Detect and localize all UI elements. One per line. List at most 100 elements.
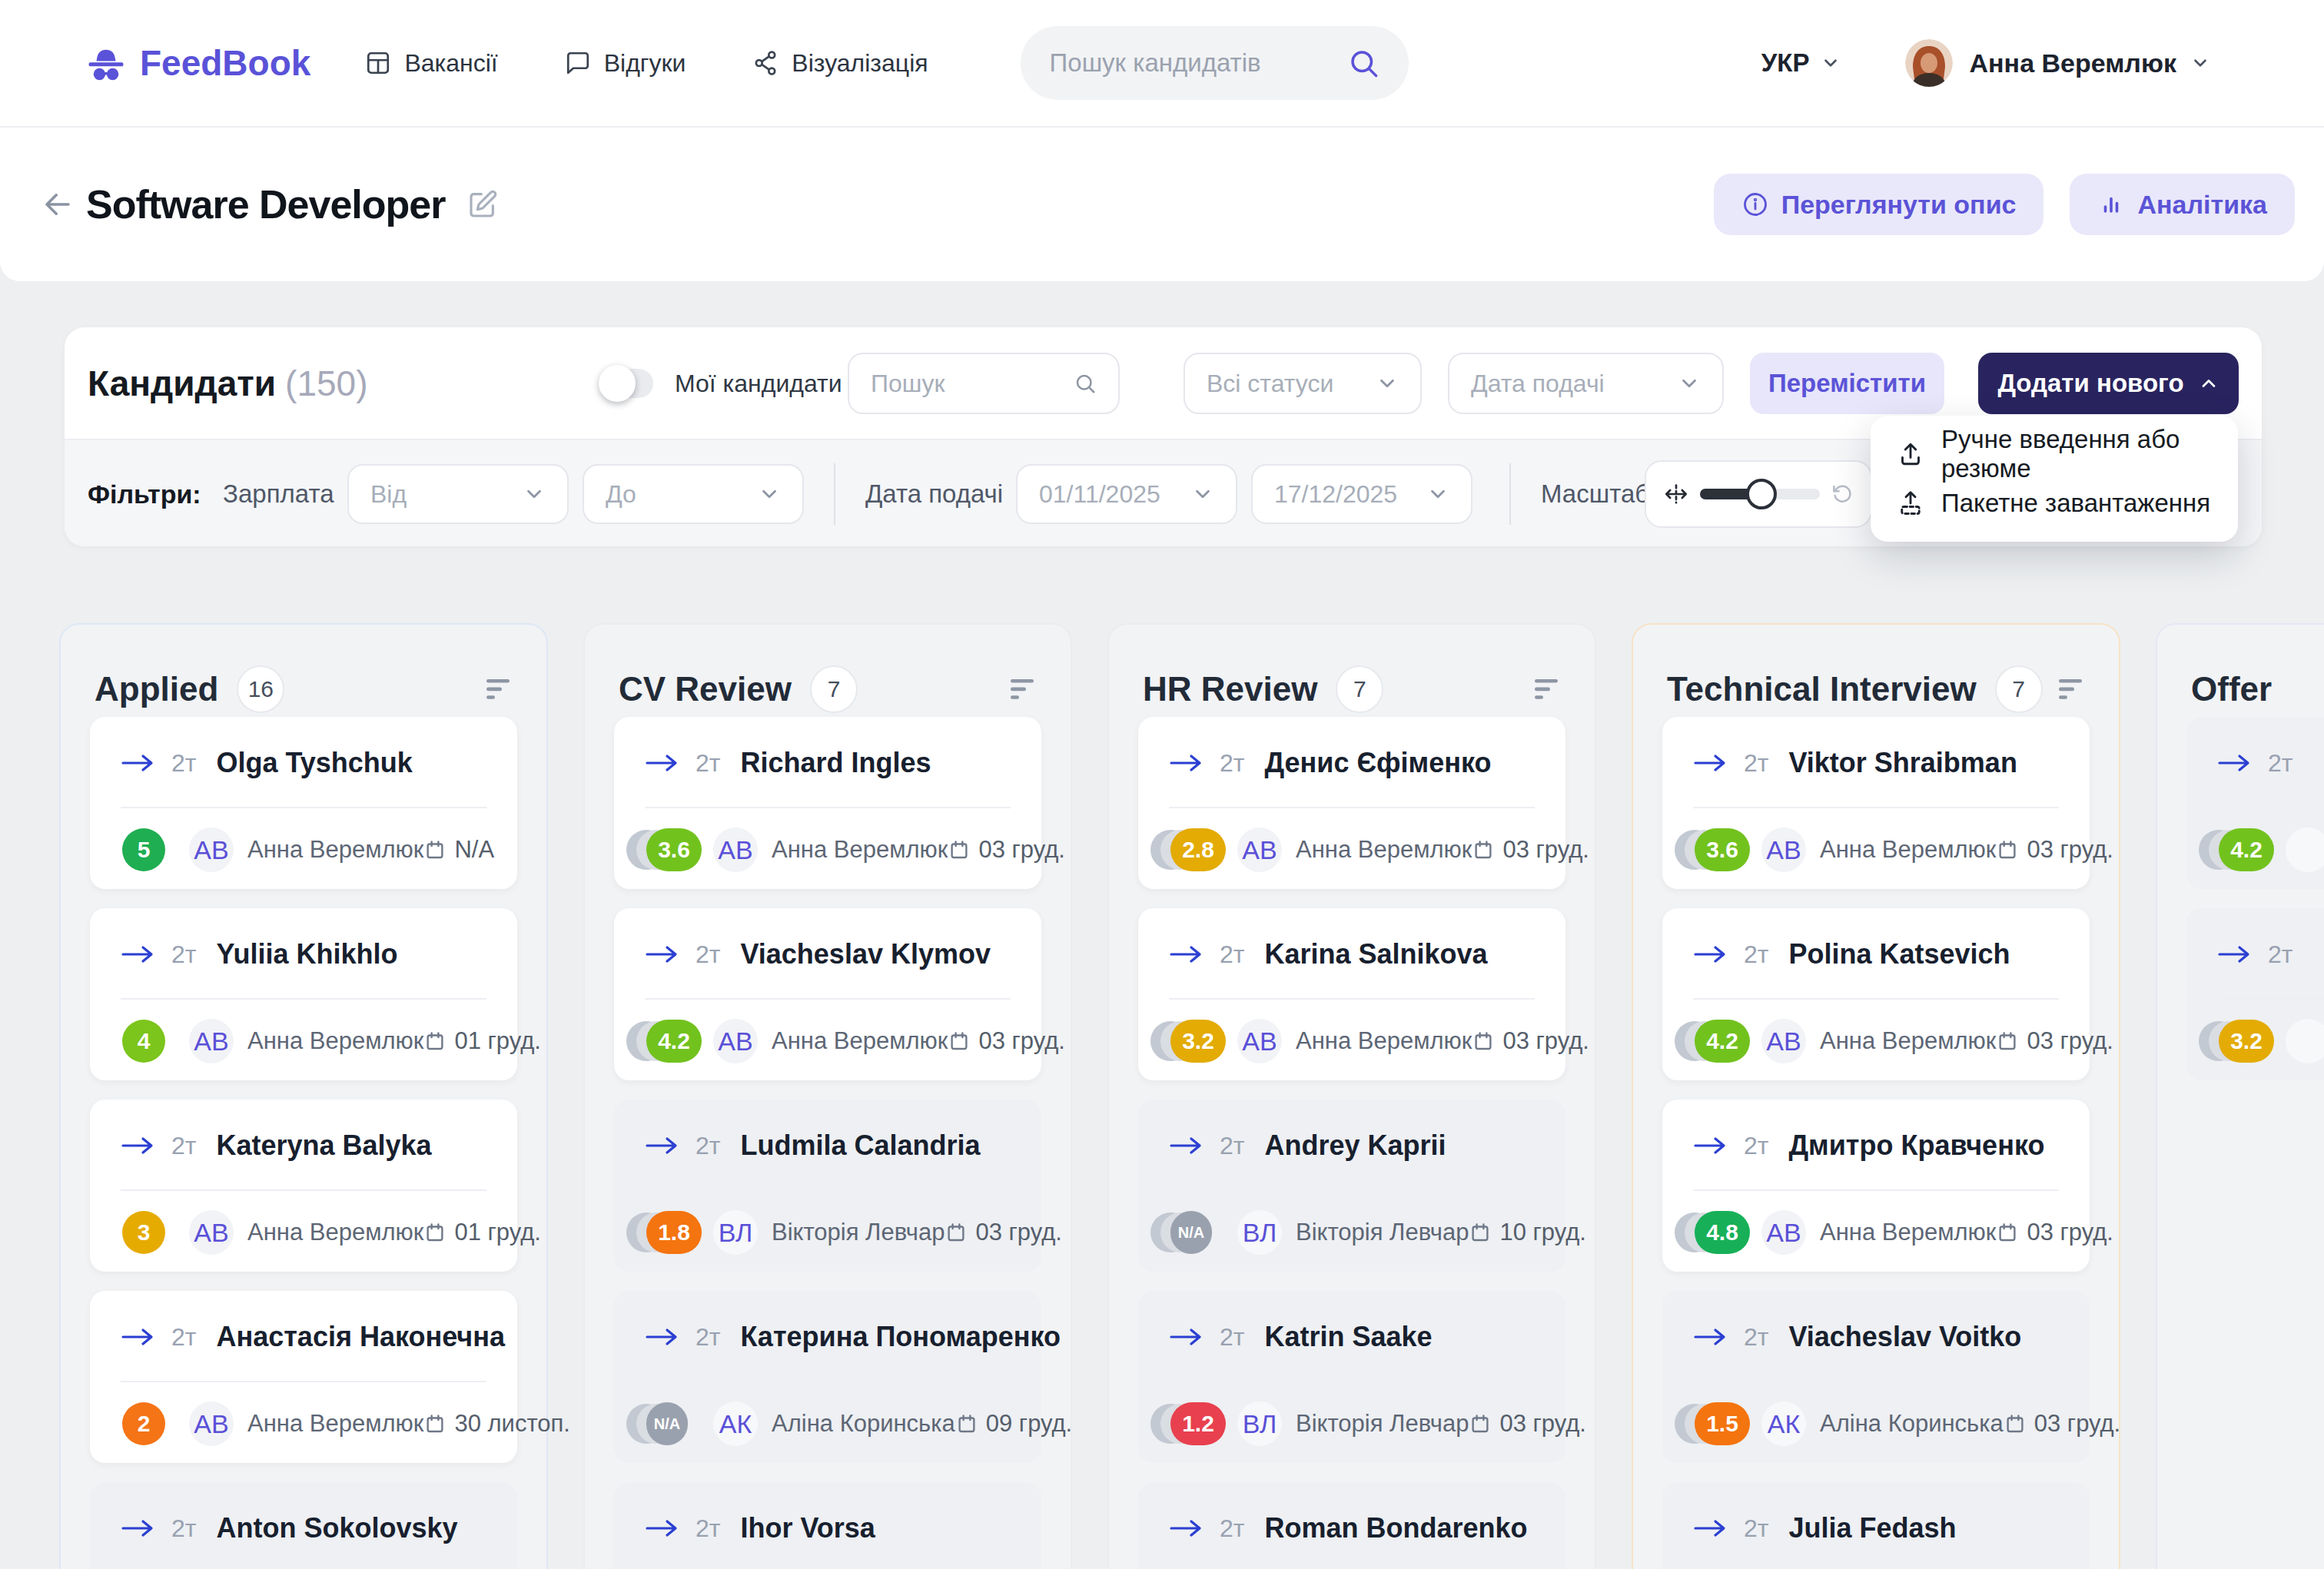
candidates-search-input[interactable]: Пошук кандидатів xyxy=(1021,26,1409,100)
candidates-filter-search[interactable]: Пошук xyxy=(848,353,1120,414)
my-candidates-toggle[interactable] xyxy=(601,369,653,398)
open-candidate-arrow-icon[interactable] xyxy=(1693,944,1728,964)
candidate-card[interactable]: 2тДмитро Кравченко4.8АВАнна Веремлюк03 г… xyxy=(1662,1100,2090,1272)
open-candidate-arrow-icon[interactable] xyxy=(121,944,156,964)
open-candidate-arrow-icon[interactable] xyxy=(1169,1518,1204,1538)
info-icon xyxy=(1741,191,1769,218)
brand-logo[interactable]: FeedBook xyxy=(85,42,310,84)
calendar-icon xyxy=(423,1030,447,1053)
user-avatar[interactable] xyxy=(1905,39,1953,87)
open-candidate-arrow-icon[interactable] xyxy=(645,944,680,964)
open-candidate-arrow-icon[interactable] xyxy=(1169,944,1204,964)
open-candidate-arrow-icon[interactable] xyxy=(2217,753,2253,773)
candidate-card[interactable]: 2тViacheslav Voitko1.5АКАліна Коринська0… xyxy=(1662,1291,2090,1463)
sort-icon[interactable] xyxy=(1533,677,1564,702)
language-selector[interactable]: УКР xyxy=(1761,48,1841,78)
score-value: 3.2 xyxy=(2219,1020,2274,1063)
recruiter-avatar: ВЛ xyxy=(1237,1401,1282,1446)
reset-zoom-icon[interactable] xyxy=(1831,483,1854,506)
candidate-name: Viktor Shraibman xyxy=(1788,747,2017,779)
candidate-card[interactable]: 2тIhor Vorsa xyxy=(614,1482,1041,1569)
open-candidate-arrow-icon[interactable] xyxy=(1169,1327,1204,1347)
calendar-icon xyxy=(423,838,447,861)
open-candidate-arrow-icon[interactable] xyxy=(121,1518,156,1538)
candidate-card[interactable]: 2т3.2 xyxy=(2186,908,2324,1080)
open-candidate-arrow-icon[interactable] xyxy=(1169,1136,1204,1156)
nav-item-label: Візуалізація xyxy=(792,49,928,78)
salary-to-select[interactable]: До xyxy=(583,464,804,524)
candidate-card[interactable]: 2тOlga Tyshchuk5АВАнна ВеремлюкN/A xyxy=(90,717,517,889)
open-candidate-arrow-icon[interactable] xyxy=(1693,1518,1728,1538)
candidate-card[interactable]: 2тДенис Єфіменко2.8АВАнна Веремлюк03 гру… xyxy=(1138,717,1565,889)
salary-from-select[interactable]: Від xyxy=(347,464,569,524)
nav-item-label: Відгуки xyxy=(604,49,686,78)
candidate-card[interactable]: 2тRoman Bondarenko xyxy=(1138,1482,1565,1569)
candidate-card[interactable]: 2тJulia Fedash xyxy=(1662,1482,2090,1569)
open-candidate-arrow-icon[interactable] xyxy=(1169,753,1204,773)
zoom-slider-knob[interactable] xyxy=(1746,479,1777,509)
candidate-card[interactable]: 2тViacheslav Klymov4.2АВАнна Веремлюк03 … xyxy=(614,908,1041,1080)
candidate-name: Olga Tyshchuk xyxy=(216,747,412,779)
open-candidate-arrow-icon[interactable] xyxy=(121,753,156,773)
chevron-down-icon[interactable] xyxy=(2190,53,2210,73)
open-candidate-arrow-icon[interactable] xyxy=(645,1136,680,1156)
sort-icon[interactable] xyxy=(485,677,516,702)
nav-item-visualization[interactable]: Візуалізація xyxy=(752,49,928,78)
zoom-slider-track[interactable] xyxy=(1700,489,1820,499)
kanban-column-offer: Offer2т4.22т3.2 xyxy=(2156,623,2324,1569)
candidate-card[interactable]: 2тLudmila Calandria1.8ВЛВікторія Левчар0… xyxy=(614,1100,1041,1272)
date-to-select[interactable]: 17/12/2025 xyxy=(1251,464,1472,524)
chevron-down-icon xyxy=(1678,372,1701,395)
column-title: Technical Interview xyxy=(1667,670,1977,708)
candidate-card[interactable]: 2тKarina Salnikova3.2АВАнна Веремлюк03 г… xyxy=(1138,908,1565,1080)
add-new-button[interactable]: Додати нового xyxy=(1978,353,2239,414)
open-candidate-arrow-icon[interactable] xyxy=(1693,1136,1728,1156)
move-horizontal-icon[interactable] xyxy=(1663,481,1689,507)
open-candidate-arrow-icon[interactable] xyxy=(121,1327,156,1347)
candidate-card[interactable]: 2тKateryna Balyka3АВАнна Веремлюк01 груд… xyxy=(90,1100,517,1272)
candidate-card[interactable]: 2тYuliia Khikhlo4АВАнна Веремлюк01 груд. xyxy=(90,908,517,1080)
date-filter-select[interactable]: Дата подачі xyxy=(1448,353,1724,414)
application-date: 03 груд. xyxy=(1469,1410,1585,1438)
open-candidate-arrow-icon[interactable] xyxy=(121,1136,156,1156)
open-candidate-arrow-icon[interactable] xyxy=(645,1327,680,1347)
candidate-card[interactable]: 2тAnton Sokolovsky xyxy=(90,1482,517,1569)
open-candidate-arrow-icon[interactable] xyxy=(645,753,680,773)
analytics-button[interactable]: Аналітика xyxy=(2070,174,2295,235)
user-name[interactable]: Анна Веремлюк xyxy=(1970,48,2176,78)
recruiter-avatar: АВ xyxy=(1761,1019,1806,1063)
date-from-select[interactable]: 01/11/2025 xyxy=(1016,464,1237,524)
chevron-down-icon xyxy=(758,483,781,506)
back-arrow-icon[interactable] xyxy=(42,188,74,221)
column-header: HR Review7 xyxy=(1109,625,1595,717)
candidate-card[interactable]: 2тКатерина ПономаренкоN/AАКАліна Коринсь… xyxy=(614,1291,1041,1463)
status-filter-select[interactable]: Всі статуси xyxy=(1184,353,1422,414)
open-candidate-arrow-icon[interactable] xyxy=(1693,1327,1728,1347)
candidate-card[interactable]: 2тViktor Shraibman3.6АВАнна Веремлюк03 г… xyxy=(1662,717,2090,889)
my-candidates-label: Мої кандидати xyxy=(675,353,842,414)
nav-item-feedback[interactable]: Відгуки xyxy=(564,49,686,78)
chevron-down-icon xyxy=(1821,53,1841,73)
candidate-card[interactable]: 2тRichard Ingles3.6АВАнна Веремлюк03 гру… xyxy=(614,717,1041,889)
candidate-card[interactable]: 2тKatrin Saake1.2ВЛВікторія Левчар03 гру… xyxy=(1138,1291,1565,1463)
open-candidate-arrow-icon[interactable] xyxy=(645,1518,680,1538)
card-divider xyxy=(2217,998,2324,1000)
score-badge: 4.8 xyxy=(1675,1211,1750,1254)
open-candidate-arrow-icon[interactable] xyxy=(2217,944,2253,964)
card-divider xyxy=(1169,1381,1535,1382)
menu-item-manual-entry[interactable]: Ручне введення або резюме xyxy=(1871,430,2238,479)
candidate-card[interactable]: 2тPolina Katsevich4.2АВАнна Веремлюк03 г… xyxy=(1662,908,2090,1080)
menu-item-batch-upload[interactable]: Пакетне завантаження xyxy=(1871,479,2238,528)
score-value: N/A xyxy=(646,1402,688,1445)
sort-icon[interactable] xyxy=(1009,677,1040,702)
sort-icon[interactable] xyxy=(2057,677,2088,702)
search-icon[interactable] xyxy=(1347,47,1379,79)
candidate-card[interactable]: 2тAndrey KapriiN/AВЛВікторія Левчар10 гр… xyxy=(1138,1100,1565,1272)
candidate-card[interactable]: 2т4.2 xyxy=(2186,717,2324,889)
move-button[interactable]: Перемістити xyxy=(1750,353,1944,414)
nav-item-vacancies[interactable]: Вакансії xyxy=(364,49,497,78)
candidate-card[interactable]: 2тАнастасія Наконечна2АВАнна Веремлюк30 … xyxy=(90,1291,517,1463)
view-description-button[interactable]: Переглянути опис xyxy=(1714,174,2044,235)
edit-icon[interactable] xyxy=(467,189,498,220)
open-candidate-arrow-icon[interactable] xyxy=(1693,753,1728,773)
